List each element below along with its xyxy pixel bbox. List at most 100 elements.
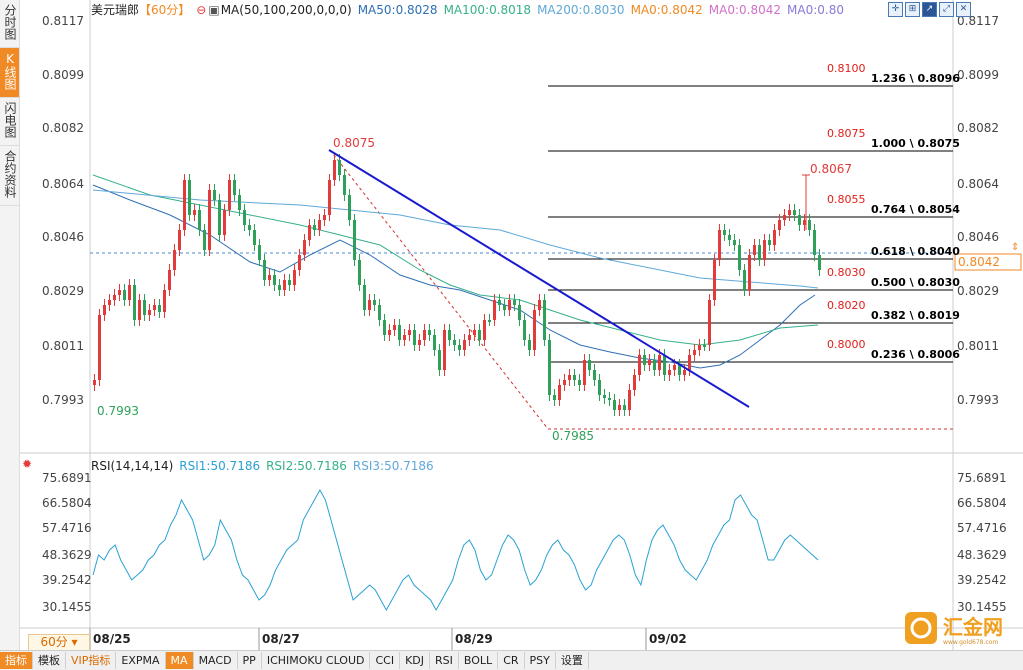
candle-body: [693, 350, 696, 355]
fibonacci-tool[interactable]: 1.236 \ 0.8096 0.8100 1.000 \ 0.8075 0.8075…: [548, 62, 960, 363]
candle-body: [313, 225, 316, 230]
toolbar-ma[interactable]: MA: [165, 652, 194, 669]
candle-body: [553, 395, 556, 400]
candle-body: [758, 245, 761, 260]
rsi-tick-right: 66.5804: [957, 496, 1007, 510]
candle-body: [93, 380, 96, 385]
crosshair-icon[interactable]: ✛: [888, 2, 903, 17]
candle-body: [358, 260, 361, 285]
symbol-name: 美元瑞郎: [91, 3, 140, 17]
tab-flash-chart[interactable]: 闪电图: [0, 98, 19, 146]
candle-body: [783, 215, 786, 220]
candle-body: [158, 305, 161, 312]
candle-body: [278, 285, 281, 290]
current-price-label: 0.8042: [958, 255, 1000, 269]
price-tick-left: 0.8064: [42, 177, 84, 191]
candle-body: [308, 225, 311, 240]
candle-body: [688, 355, 691, 370]
candle-body: [428, 330, 431, 335]
date-tick-label: 09/02: [649, 632, 687, 646]
ma-params-icon[interactable]: ▣: [208, 3, 220, 17]
candle-body: [628, 390, 631, 410]
tab-contract-info[interactable]: 合约资料: [0, 146, 19, 206]
chart-toggle-icon[interactable]: ↗: [922, 2, 937, 17]
candle-body: [813, 230, 816, 255]
price-alert-icon[interactable]: ⇕: [1011, 242, 1019, 253]
price-tick-left: 0.8046: [42, 230, 84, 244]
toolbar-pp[interactable]: PP: [238, 652, 262, 669]
rsi-tick-left: 39.2542: [42, 573, 92, 587]
price-tick-right: 0.8046: [957, 230, 999, 244]
candle-body: [178, 230, 181, 250]
candle-body: [218, 200, 221, 235]
candle-body: [803, 220, 806, 225]
toolbar-vip-indicators[interactable]: VIP指标: [66, 652, 117, 669]
gold678-logo: 汇金网 www.gold678.com: [905, 612, 1003, 646]
toolbar-kdj[interactable]: KDJ: [400, 652, 431, 669]
toolbar-ichimoku[interactable]: ICHIMOKU CLOUD: [262, 652, 371, 669]
candle-body: [283, 280, 286, 290]
candle-body: [378, 305, 381, 320]
candle-body: [328, 180, 331, 215]
toolbar-cr[interactable]: CR: [498, 652, 525, 669]
candle-body: [213, 190, 216, 200]
ma0-value-a: MA0:0.8042: [630, 3, 703, 17]
price-tick-left: 0.8011: [42, 339, 84, 353]
ma-settings-icon[interactable]: ⊖: [196, 3, 207, 17]
price-chart[interactable]: 0.8117 0.8117 0.8099 0.8099 0.8082 0.8082 0.80…: [0, 0, 1023, 650]
candle-body: [723, 230, 726, 235]
fib-level-label: 1.236 \ 0.8096: [871, 72, 960, 85]
trendline[interactable]: [328, 149, 750, 408]
candle-body: [103, 305, 106, 315]
price-tick-right: 0.8029: [957, 284, 999, 298]
candle-body: [453, 340, 456, 345]
candle-body: [768, 240, 771, 245]
candle-body: [753, 245, 756, 255]
toolbar-indicators[interactable]: 指标: [0, 652, 33, 669]
candle-body: [698, 345, 701, 350]
rsi-tick-right: 57.4716: [957, 521, 1007, 535]
toolbar-psy[interactable]: PSY: [525, 652, 556, 669]
candle-body: [563, 380, 566, 385]
toolbar-macd[interactable]: MACD: [194, 652, 238, 669]
candle-body: [253, 230, 256, 245]
candle-body: [333, 160, 336, 180]
candle-body: [598, 380, 601, 395]
candle-body: [108, 300, 111, 305]
candle-body: [733, 240, 736, 245]
toolbar-expma[interactable]: EXPMA: [116, 652, 166, 669]
date-tick-label: 08/29: [455, 632, 493, 646]
candle-body: [438, 350, 441, 370]
candle-body: [548, 340, 551, 395]
rsi1-value: RSI1:50.7186: [179, 459, 261, 473]
zoom-in-icon[interactable]: ⊞: [905, 2, 920, 17]
toolbar-cci[interactable]: CCI: [370, 652, 401, 669]
close-icon[interactable]: ✕: [956, 2, 971, 17]
candle-body: [763, 240, 766, 260]
candle-body: [488, 320, 491, 322]
period-selector[interactable]: 60分 ▾: [28, 634, 90, 651]
candle-body: [533, 310, 536, 350]
rsi-tick-right: 75.6891: [957, 471, 1007, 485]
fib-level-label: 0.382 \ 0.8019: [871, 309, 960, 322]
toolbar-boll[interactable]: BOLL: [459, 652, 499, 669]
candle-body: [228, 180, 231, 210]
price-tick-right: 0.8117: [957, 14, 999, 28]
candle-body: [418, 340, 421, 345]
tab-kline[interactable]: K线图: [0, 48, 19, 98]
candle-body: [138, 300, 141, 320]
rsi2-value: RSI2:50.7186: [266, 459, 347, 473]
candle-body: [798, 215, 801, 225]
candle-body: [558, 385, 561, 400]
settings-sun-icon[interactable]: ✹: [22, 457, 32, 471]
rsi3-value: RSI3:50.7186: [352, 459, 434, 473]
ma-params: MA(50,100,200,0,0,0): [220, 3, 352, 17]
fib-price-label: 0.8075: [827, 127, 866, 140]
candle-body: [183, 180, 186, 230]
toolbar-settings[interactable]: 设置: [556, 652, 589, 669]
price-tick-right: 0.8011: [957, 339, 999, 353]
toolbar-templates[interactable]: 模板: [33, 652, 66, 669]
fullscreen-icon[interactable]: ⤢: [939, 2, 954, 17]
toolbar-rsi[interactable]: RSI: [430, 652, 459, 669]
tab-timeshare[interactable]: 分时图: [0, 0, 19, 48]
